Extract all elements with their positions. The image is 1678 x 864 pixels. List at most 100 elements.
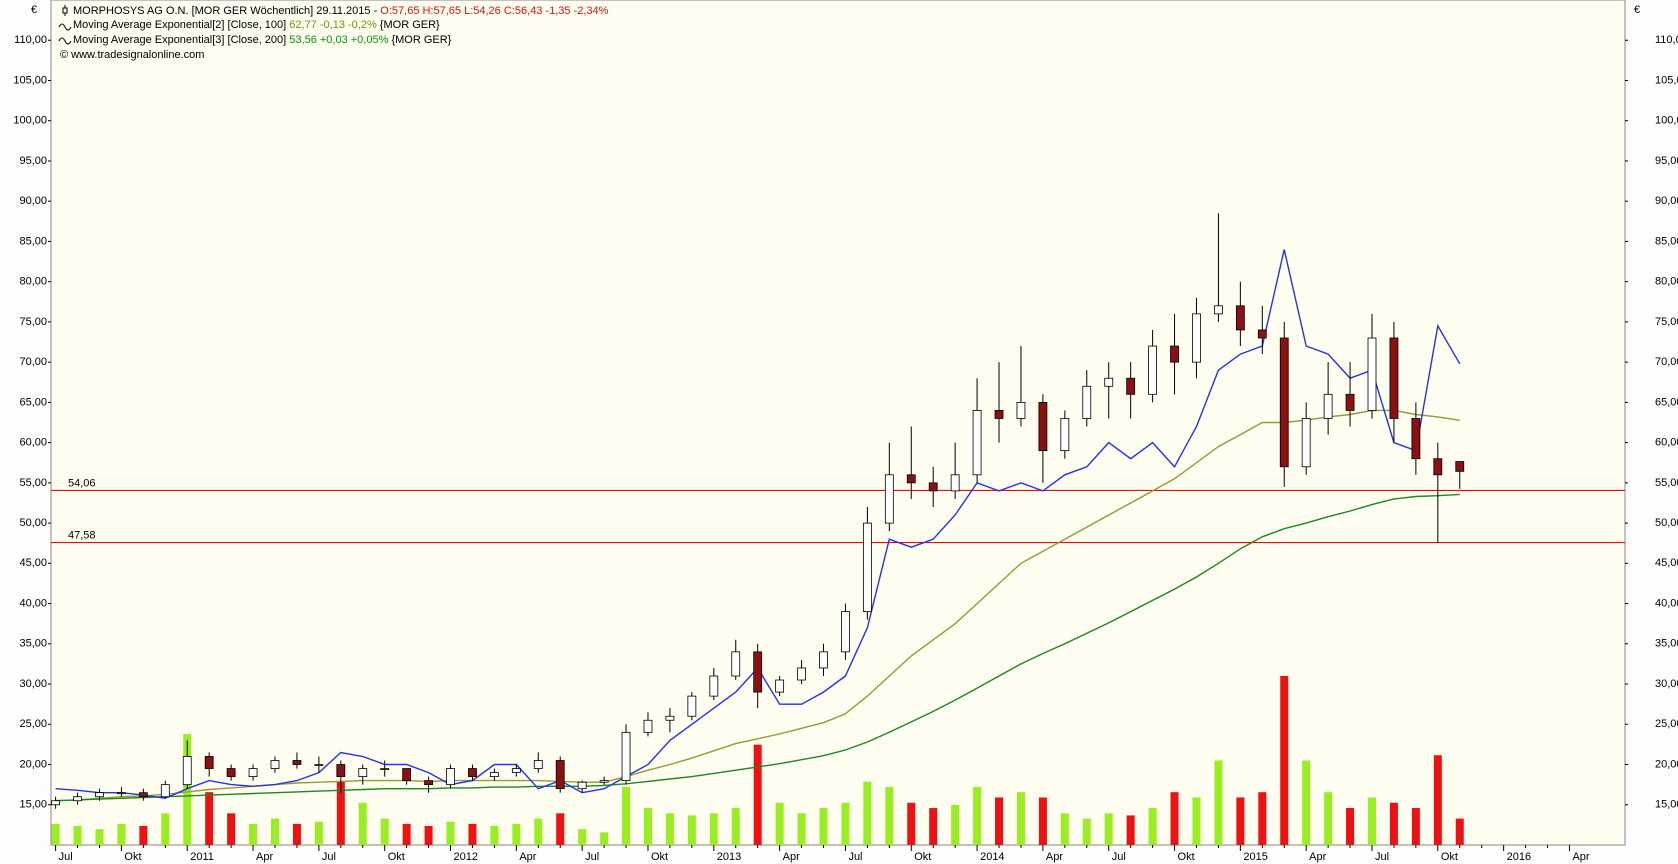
candle-body [138,792,148,798]
support-label: 47,58 [68,529,96,541]
y-tick-label: 100,00 [1655,115,1678,127]
x-tick-label: Okt [651,851,668,863]
candle-body [1148,345,1157,395]
volume-bar [819,808,828,845]
candle-body [380,768,390,770]
candle-body [555,760,565,790]
candle-body [841,611,850,653]
volume-bar [1280,676,1289,845]
y-tick-label: 20,00 [19,758,47,770]
volume-bar [951,804,960,845]
volume-bar [1192,797,1201,845]
candle-body [160,784,170,798]
title: MORPHOSYS AG O.N. [MOR GER Wöchentlich] … [73,5,378,17]
y-tick-label: 60,00 [1655,437,1678,449]
y-tick-label: 65,00 [19,396,47,408]
header-line: MORPHOSYS AG O.N. [MOR GER Wöchentlich] … [73,5,609,17]
volume-bar [1236,797,1245,845]
candle-body [797,667,806,681]
candle-body [446,768,455,786]
y-tick-label: 105,00 [13,74,47,86]
x-tick-label: Okt [914,851,931,863]
candle-body [1411,418,1421,460]
volume-bar [775,802,784,845]
volume-bar [314,821,323,845]
currency-right: € [1634,4,1640,16]
volume-bar [249,823,258,845]
volume-bar [1302,760,1311,845]
candle-body [687,695,697,717]
candle-body [665,715,675,721]
y-tick-label: 95,00 [1655,155,1678,167]
x-tick-label: Jul [848,851,862,863]
legend-value: 62,77 -0,13 -0,2% [289,19,377,31]
volume-bar [1082,818,1091,845]
volume-bar [1411,808,1420,845]
plot-layer: 54,06 47,58 [51,213,1625,845]
volume-bar [446,821,455,845]
volume-bar [1455,818,1464,845]
candle-body [1257,329,1267,339]
y-tick-label: 110,00 [1655,34,1678,46]
volume-bar [95,829,104,845]
candle-body [1301,418,1311,468]
y-tick-label: 50,00 [19,517,47,529]
volume-bar [358,802,367,845]
legend-entry: Moving Average Exponential[2] [Close, 10… [73,19,440,31]
candle-body [775,679,785,693]
volume-bar [73,825,82,845]
candle-body [314,764,324,766]
volume-bar [512,823,521,845]
volume-bar [1038,797,1047,845]
y-tick-label: 35,00 [19,638,47,650]
volume-bar [1368,797,1376,845]
y-tick-label: 20,00 [1655,758,1678,770]
volume-bar [1258,792,1267,845]
x-tick-label: Okt [1441,851,1458,863]
candle-body [1235,305,1245,331]
header-icons [58,5,72,45]
volume-bar [929,808,938,845]
volume-bar [534,818,543,845]
x-tick-label: 2015 [1243,851,1267,863]
volume-bar [1104,813,1113,845]
candle-body [424,780,433,786]
volume-bar [665,813,674,845]
volume-bar [731,808,740,845]
candle-body [928,482,938,492]
candle-body [950,474,960,492]
x-tick-label: 2013 [717,851,741,863]
currency-left: € [31,4,37,16]
volume-bar [183,734,192,845]
x-tick-label: Jul [1375,851,1389,863]
candle-body [884,474,894,524]
x-tick-label: Apr [256,851,273,863]
candle-body [511,768,521,773]
candle-body [1016,401,1026,419]
candle-body [182,756,192,786]
volume-bar [161,813,170,845]
source: © www.tradesignalonline.com [60,49,204,61]
volume-bar [600,832,609,845]
y-tick-label: 70,00 [19,356,47,368]
x-tick-label: Apr [1046,851,1063,863]
volume-bar [841,802,850,845]
y-tick-label: 15,00 [19,799,47,811]
y-tick-label: 70,00 [1655,356,1678,368]
candle-body [1170,345,1179,363]
volume-bar [380,818,389,845]
volume-bar [227,813,236,845]
volume-bar [1170,792,1179,845]
volume-bar [336,781,345,845]
x-tick-label: Apr [1309,851,1326,863]
candle-body [1038,401,1048,452]
candle-body [1323,393,1333,419]
x-tick-label: Jul [1112,851,1126,863]
candle-body [204,756,214,769]
candle-body [994,410,1004,419]
volume-bar [995,797,1004,845]
y-tick-label: 65,00 [1655,396,1678,408]
y-tick-label: 95,00 [19,155,47,167]
volume-bar [863,781,872,845]
y-tick-label: 80,00 [1655,276,1678,288]
